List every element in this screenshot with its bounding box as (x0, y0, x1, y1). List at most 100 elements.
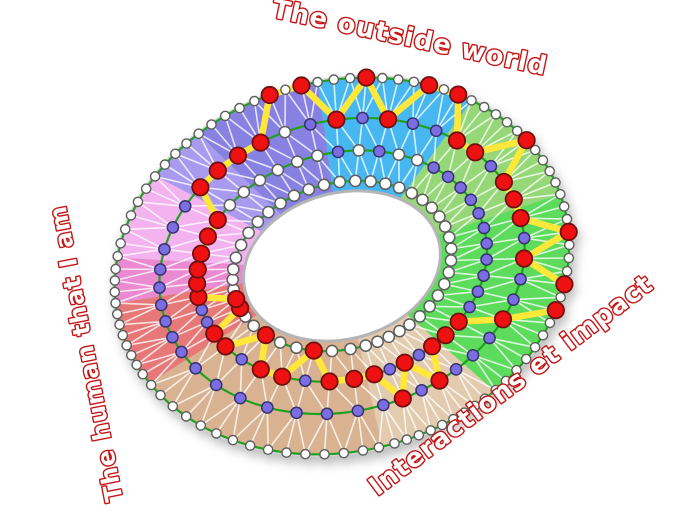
outer-node[interactable] (389, 438, 400, 449)
outer-node[interactable] (511, 364, 522, 376)
rating-node[interactable] (403, 318, 416, 331)
marker-node[interactable] (449, 363, 463, 376)
selected-node[interactable] (228, 146, 248, 165)
selected-node[interactable] (292, 76, 311, 95)
outer-node[interactable] (520, 353, 532, 365)
marker-node[interactable] (383, 362, 397, 376)
selected-node[interactable] (256, 325, 275, 345)
rating-node[interactable] (431, 289, 445, 302)
selected-node[interactable] (436, 326, 455, 345)
rating-node[interactable] (392, 148, 406, 161)
rating-node[interactable] (253, 173, 267, 187)
outer-node[interactable] (249, 95, 260, 107)
selected-node[interactable] (466, 143, 485, 162)
marker-node[interactable] (356, 111, 369, 125)
rating-node[interactable] (382, 330, 396, 344)
outer-node[interactable] (312, 76, 323, 88)
outer-node[interactable] (490, 109, 502, 120)
selected-node[interactable] (327, 110, 346, 129)
outer-node[interactable] (436, 419, 448, 431)
rating-node[interactable] (302, 183, 316, 196)
rating-node[interactable] (226, 273, 240, 286)
outer-node[interactable] (126, 349, 137, 361)
selected-node[interactable] (208, 210, 227, 230)
outer-node[interactable] (408, 76, 420, 88)
selected-node[interactable] (205, 324, 224, 343)
rating-node[interactable] (393, 324, 406, 338)
outer-node[interactable] (458, 407, 470, 419)
rating-node[interactable] (344, 342, 357, 356)
outer-node[interactable] (115, 237, 126, 249)
outer-node[interactable] (262, 444, 274, 456)
rating-node[interactable] (442, 230, 456, 244)
marker-node[interactable] (372, 144, 386, 158)
outer-node[interactable] (234, 102, 245, 114)
rating-node[interactable] (444, 254, 458, 267)
selected-node[interactable] (393, 389, 412, 408)
outer-node[interactable] (425, 425, 437, 436)
outer-node[interactable] (132, 196, 144, 208)
outer-node[interactable] (544, 317, 556, 329)
rating-node[interactable] (410, 153, 424, 167)
marker-node[interactable] (406, 117, 420, 130)
selected-node[interactable] (546, 301, 565, 320)
marker-node[interactable] (427, 161, 441, 174)
outer-node[interactable] (478, 101, 490, 113)
rating-node[interactable] (287, 189, 301, 203)
rating-node[interactable] (273, 336, 287, 349)
selected-node[interactable] (419, 76, 439, 95)
outer-node[interactable] (529, 144, 541, 156)
outer-node[interactable] (544, 165, 556, 177)
outer-node[interactable] (109, 286, 121, 298)
marker-node[interactable] (429, 124, 443, 138)
selected-node[interactable] (344, 369, 364, 388)
rating-node[interactable] (413, 310, 427, 323)
outer-node[interactable] (319, 448, 330, 460)
selected-node[interactable] (395, 353, 414, 372)
marker-node[interactable] (415, 383, 428, 397)
marker-node[interactable] (166, 330, 179, 344)
rating-node[interactable] (444, 242, 458, 256)
marker-node[interactable] (507, 293, 520, 306)
outer-node[interactable] (140, 183, 152, 194)
selected-node[interactable] (555, 275, 574, 294)
outer-node[interactable] (167, 400, 179, 412)
marker-node[interactable] (153, 263, 167, 276)
outer-node[interactable] (117, 329, 129, 341)
selected-node[interactable] (191, 178, 210, 197)
marker-node[interactable] (466, 348, 480, 362)
outer-node[interactable] (281, 447, 292, 458)
marker-node[interactable] (166, 221, 180, 234)
outer-node[interactable] (170, 148, 181, 160)
marker-node[interactable] (477, 221, 491, 235)
outer-node[interactable] (125, 210, 137, 221)
marker-node[interactable] (412, 348, 426, 362)
marker-node[interactable] (159, 315, 172, 328)
outer-node[interactable] (244, 440, 256, 451)
rating-node[interactable] (359, 339, 373, 352)
rating-node[interactable] (226, 262, 240, 276)
outer-node[interactable] (149, 171, 161, 182)
marker-node[interactable] (484, 159, 498, 173)
selected-node[interactable] (511, 209, 530, 228)
marker-node[interactable] (189, 361, 202, 375)
selected-node[interactable] (514, 249, 534, 268)
outer-node[interactable] (511, 125, 523, 137)
marker-node[interactable] (235, 352, 249, 366)
outer-node[interactable] (555, 291, 566, 303)
rating-node[interactable] (271, 163, 285, 177)
selected-node[interactable] (449, 312, 468, 331)
outer-node[interactable] (137, 368, 149, 380)
marker-node[interactable] (331, 145, 345, 159)
rating-node[interactable] (274, 196, 287, 210)
selected-node[interactable] (517, 131, 536, 150)
selected-node[interactable] (559, 222, 578, 241)
selected-node[interactable] (304, 341, 323, 360)
marker-node[interactable] (480, 253, 493, 266)
marker-node[interactable] (477, 269, 490, 282)
selected-node[interactable] (273, 367, 292, 386)
outer-node[interactable] (112, 250, 123, 262)
rating-node[interactable] (325, 344, 339, 358)
outer-node[interactable] (377, 72, 388, 84)
marker-node[interactable] (260, 401, 274, 414)
